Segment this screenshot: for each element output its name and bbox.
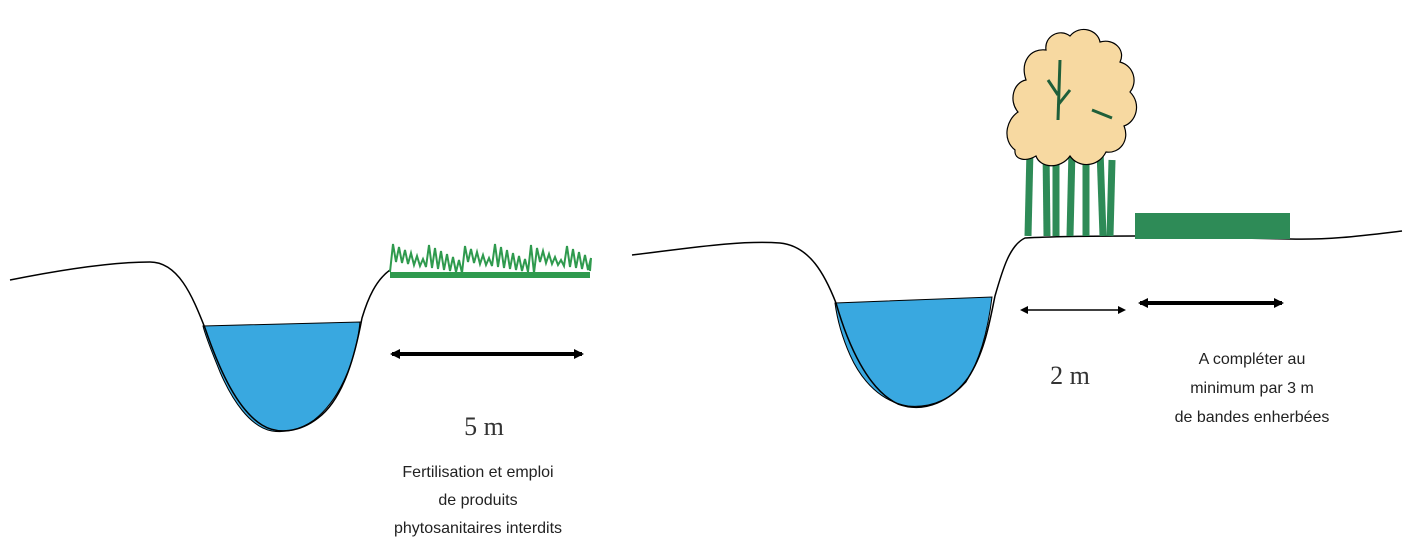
left-water	[202, 321, 361, 433]
tree-trunk	[1066, 149, 1076, 237]
tree-foliage	[1006, 28, 1138, 167]
right-grass-strip	[1135, 213, 1290, 239]
tree-trunk	[1024, 149, 1034, 237]
left-grass-strip	[389, 243, 592, 274]
tree-group	[1006, 28, 1138, 237]
tree-trunk	[1096, 149, 1107, 237]
right-ground-line	[631, 230, 1403, 408]
right-caption-line-1: A compléter au	[1199, 351, 1306, 368]
right-panel: 2 m A compléter au minimum par 3 m de ba…	[631, 28, 1403, 426]
left-distance-label: 5 m	[464, 412, 504, 441]
tree-trunk	[1106, 159, 1116, 237]
right-caption-line-3: de bandes enherbées	[1175, 409, 1330, 426]
left-panel: 5 m Fertilisation et emploi de produits …	[9, 243, 592, 537]
trees-distance-label: 2 m	[1050, 361, 1090, 390]
right-water	[834, 296, 993, 407]
left-caption-line-1: Fertilisation et emploi	[402, 464, 553, 481]
tree-branch	[1046, 59, 1113, 121]
left-caption-line-2: de produits	[438, 492, 517, 509]
left-grass-base	[390, 272, 590, 278]
left-ground-line	[9, 261, 391, 432]
left-caption-line-3: phytosanitaires interdits	[394, 520, 562, 537]
right-caption-line-2: minimum par 3 m	[1190, 380, 1314, 397]
